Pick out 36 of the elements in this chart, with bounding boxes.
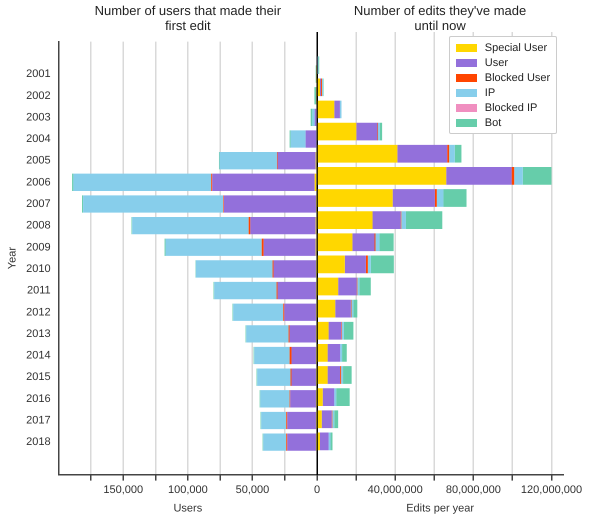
y-tick-label: 2006 (26, 176, 51, 188)
y-tick-label: 2004 (26, 133, 51, 146)
chart-title: Number of edits they've made until now (352, 3, 528, 33)
y-tick-label: 2003 (26, 111, 51, 124)
y-tick-label: 2007 (26, 198, 51, 210)
y-tick-label: 2016 (26, 392, 51, 405)
y-tick-label: 2018 (26, 436, 51, 448)
x-tick-label: 80,000,000 (446, 484, 501, 496)
y-tick-label: 2009 (26, 241, 51, 254)
legend-label: User (484, 56, 508, 68)
x-tick-label: 120,000,000 (520, 484, 582, 496)
y-tick-label: 2017 (26, 414, 51, 427)
x-axis-title: Edits per year (406, 502, 474, 514)
y-tick-label: 2014 (26, 350, 51, 362)
chart-title: Number of users that made their first edit (94, 3, 282, 33)
y-tick-label: 2012 (26, 306, 51, 318)
y-tick-label: 2008 (26, 220, 51, 232)
legend-label: IP (484, 86, 496, 98)
y-tick-label: 2001 (26, 68, 51, 80)
x-tick-label: 100,000 (168, 484, 208, 496)
y-tick-label: 2005 (26, 154, 51, 167)
y-tick-label: 2010 (26, 262, 51, 275)
x-axis-title: Users (173, 502, 203, 514)
y-axis-title: Year (6, 246, 19, 270)
y-tick-label: 2002 (26, 90, 51, 102)
x-tick-label: 0 (314, 484, 320, 496)
y-tick-label: 2013 (26, 328, 51, 340)
legend-label: Special User (484, 42, 548, 54)
legend-label: Blocked User (484, 72, 550, 84)
x-tick-label: 40,000,000 (368, 484, 423, 496)
legend-label: Bot (484, 116, 502, 128)
y-tick-label: 2015 (26, 371, 51, 384)
y-tick-label: 2011 (27, 284, 51, 297)
legend-label: Blocked IP (484, 102, 538, 114)
x-tick-label: 150,000 (103, 484, 144, 496)
x-tick-label: 50,000 (236, 484, 270, 496)
